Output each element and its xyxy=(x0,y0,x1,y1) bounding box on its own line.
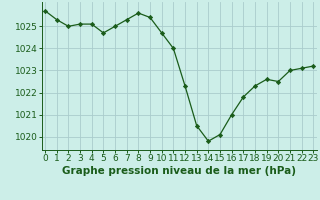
X-axis label: Graphe pression niveau de la mer (hPa): Graphe pression niveau de la mer (hPa) xyxy=(62,166,296,176)
